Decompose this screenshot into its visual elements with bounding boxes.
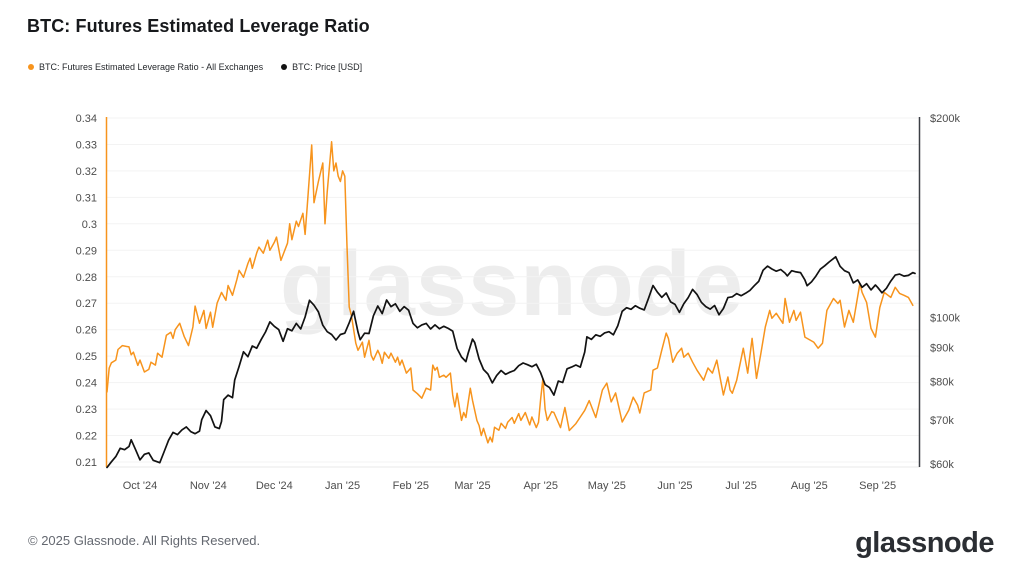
- svg-text:0.22: 0.22: [76, 431, 97, 443]
- leverage-ratio-line: [106, 141, 914, 444]
- legend-label-btc-price: BTC: Price [USD]: [292, 62, 363, 72]
- svg-text:Jan '25: Jan '25: [325, 480, 360, 492]
- svg-text:Oct '24: Oct '24: [123, 480, 158, 492]
- legend-dot-orange-icon: [28, 64, 34, 70]
- copyright-text: © 2025 Glassnode. All Rights Reserved.: [28, 533, 261, 548]
- svg-text:Jun '25: Jun '25: [657, 480, 692, 492]
- svg-text:0.26: 0.26: [76, 325, 97, 337]
- svg-text:Dec '24: Dec '24: [256, 480, 293, 492]
- svg-text:0.31: 0.31: [76, 192, 97, 204]
- svg-text:Sep '25: Sep '25: [859, 480, 896, 492]
- chart-legend: BTC: Futures Estimated Leverage Ratio - …: [28, 62, 362, 72]
- legend-dot-black-icon: [281, 64, 288, 70]
- svg-text:0.32: 0.32: [76, 166, 97, 178]
- legend-item-btc-price[interactable]: BTC: Price [USD]: [281, 62, 362, 72]
- svg-text:Jul '25: Jul '25: [725, 480, 756, 492]
- svg-text:$70k: $70k: [930, 415, 954, 427]
- svg-text:0.33: 0.33: [76, 140, 97, 152]
- svg-text:0.25: 0.25: [76, 351, 97, 363]
- svg-text:$80k: $80k: [930, 376, 954, 388]
- left-axis-tick-labels: 0.34 0.33 0.32 0.31 0.3 0.29 0.28 0.27 0.26 0.25 0…: [76, 113, 97, 469]
- svg-text:0.21: 0.21: [76, 457, 97, 469]
- svg-text:May '25: May '25: [588, 480, 626, 492]
- svg-text:Feb '25: Feb '25: [393, 480, 429, 492]
- svg-text:0.3: 0.3: [82, 219, 97, 231]
- svg-text:Apr '25: Apr '25: [523, 480, 558, 492]
- svg-text:Mar '25: Mar '25: [454, 480, 490, 492]
- svg-text:$60k: $60k: [930, 459, 954, 471]
- svg-text:0.24: 0.24: [76, 378, 97, 390]
- svg-text:Aug '25: Aug '25: [791, 480, 828, 492]
- svg-text:$100k: $100k: [930, 312, 960, 324]
- svg-text:0.34: 0.34: [76, 113, 97, 125]
- page-title: BTC: Futures Estimated Leverage Ratio: [27, 16, 370, 36]
- svg-text:0.29: 0.29: [76, 245, 97, 257]
- svg-text:0.23: 0.23: [76, 404, 97, 416]
- legend-label-leverage-ratio: BTC: Futures Estimated Leverage Ratio - …: [39, 62, 264, 72]
- svg-text:Nov '24: Nov '24: [190, 480, 227, 492]
- svg-text:$90k: $90k: [930, 343, 954, 355]
- right-axis-tick-labels: $200k $100k $90k $80k $70k $60k: [930, 113, 960, 471]
- svg-text:$200k: $200k: [930, 113, 960, 125]
- glassnode-logo: glassnode: [855, 527, 994, 559]
- legend-item-leverage-ratio[interactable]: BTC: Futures Estimated Leverage Ratio - …: [28, 62, 263, 72]
- svg-text:0.28: 0.28: [76, 272, 97, 284]
- x-axis-month-labels: Oct '24 Nov '24 Dec '24 Jan '25 Feb '25 Mar '…: [123, 480, 896, 492]
- svg-text:0.27: 0.27: [76, 298, 97, 310]
- btc-price-line: [106, 255, 916, 469]
